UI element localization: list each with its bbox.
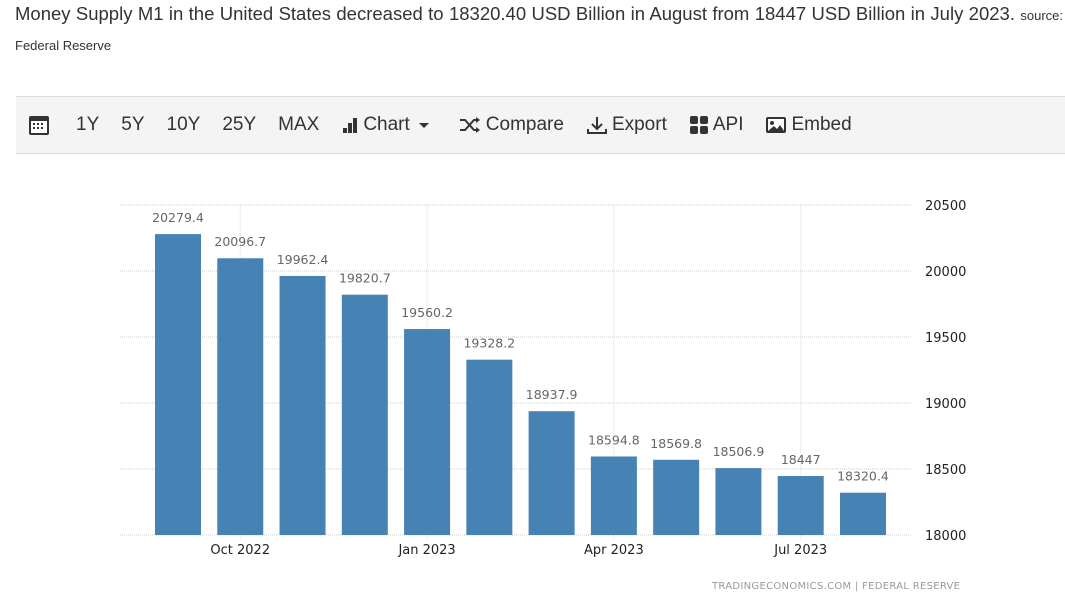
bar-dec-2022 — [341, 294, 388, 535]
chart-label: Chart — [363, 114, 410, 135]
export-label: Export — [611, 114, 667, 135]
headline: Money Supply M1 in the United States dec… — [15, 0, 1063, 60]
bar-may-2023 — [653, 459, 700, 535]
bar-apr-2023 — [590, 456, 637, 535]
bar-oct-2022 — [217, 258, 264, 535]
y-tick-label: 19000 — [925, 397, 966, 412]
x-tick-label: Jul 2023 — [773, 543, 827, 558]
calendar-icon — [29, 116, 49, 135]
y-tick-label: 18500 — [925, 463, 966, 478]
chart-type-dropdown[interactable]: Chart — [341, 114, 435, 136]
calendar-button[interactable] — [28, 114, 54, 136]
bar-jul-2023 — [777, 475, 824, 535]
bar-feb-2023 — [466, 359, 513, 535]
data-label: 18506.9 — [713, 444, 765, 459]
y-tick-label: 20500 — [925, 199, 966, 214]
api-button[interactable]: API — [689, 114, 744, 136]
data-label: 20279.4 — [152, 210, 204, 225]
embed-label: Embed — [791, 114, 852, 135]
data-label: 19328.2 — [463, 336, 515, 351]
y-tick-label: 19500 — [925, 331, 966, 346]
bar-sep-2022 — [155, 234, 201, 535]
embed-button[interactable]: Embed — [765, 114, 852, 136]
x-tick-label: Jan 2023 — [397, 543, 455, 558]
image-icon — [766, 117, 787, 133]
y-tick-label: 20000 — [925, 265, 966, 280]
x-tick-label: Apr 2023 — [584, 543, 644, 558]
x-tick-label: Oct 2022 — [210, 543, 270, 558]
download-icon — [586, 117, 607, 134]
range-1y-button[interactable]: 1Y — [76, 114, 100, 135]
chart-toolbar: 1Y 5Y 10Y 25Y MAX Chart Compare Export A… — [16, 96, 1065, 154]
api-label: API — [712, 114, 744, 135]
data-label: 19820.7 — [339, 271, 391, 286]
data-label: 18447 — [781, 452, 821, 467]
export-button[interactable]: Export — [586, 114, 667, 136]
bar-mar-2023 — [528, 411, 575, 535]
data-label: 18594.8 — [588, 432, 640, 447]
data-label: 18569.8 — [650, 436, 702, 451]
bar-nov-2022 — [279, 275, 326, 535]
source-text: source: Federal Reserve — [15, 8, 1063, 53]
bar-aug-2023 — [839, 492, 886, 535]
bar-jun-2023 — [715, 468, 762, 535]
range-10y-button[interactable]: 10Y — [166, 114, 201, 135]
compare-button[interactable]: Compare — [458, 114, 564, 136]
grid-icon — [689, 116, 708, 134]
range-25y-button[interactable]: 25Y — [222, 114, 257, 135]
bar-jan-2023 — [404, 329, 451, 535]
range-5y-button[interactable]: 5Y — [121, 114, 145, 135]
bar-chart-icon — [343, 118, 358, 133]
data-label: 19962.4 — [277, 252, 329, 267]
range-max-button[interactable]: MAX — [278, 114, 320, 135]
chart-credit: TRADINGECONOMICS.COM | FEDERAL RESERVE — [712, 581, 961, 592]
caret-down-icon — [418, 123, 429, 128]
data-label: 18937.9 — [526, 387, 578, 402]
compare-label: Compare — [485, 114, 564, 135]
y-tick-label: 18000 — [925, 529, 966, 544]
data-label: 19560.2 — [401, 305, 453, 320]
headline-text: Money Supply M1 in the United States dec… — [15, 3, 1015, 24]
data-label: 18320.4 — [837, 469, 889, 484]
data-label: 20096.7 — [214, 234, 266, 249]
shuffle-icon — [459, 117, 480, 133]
